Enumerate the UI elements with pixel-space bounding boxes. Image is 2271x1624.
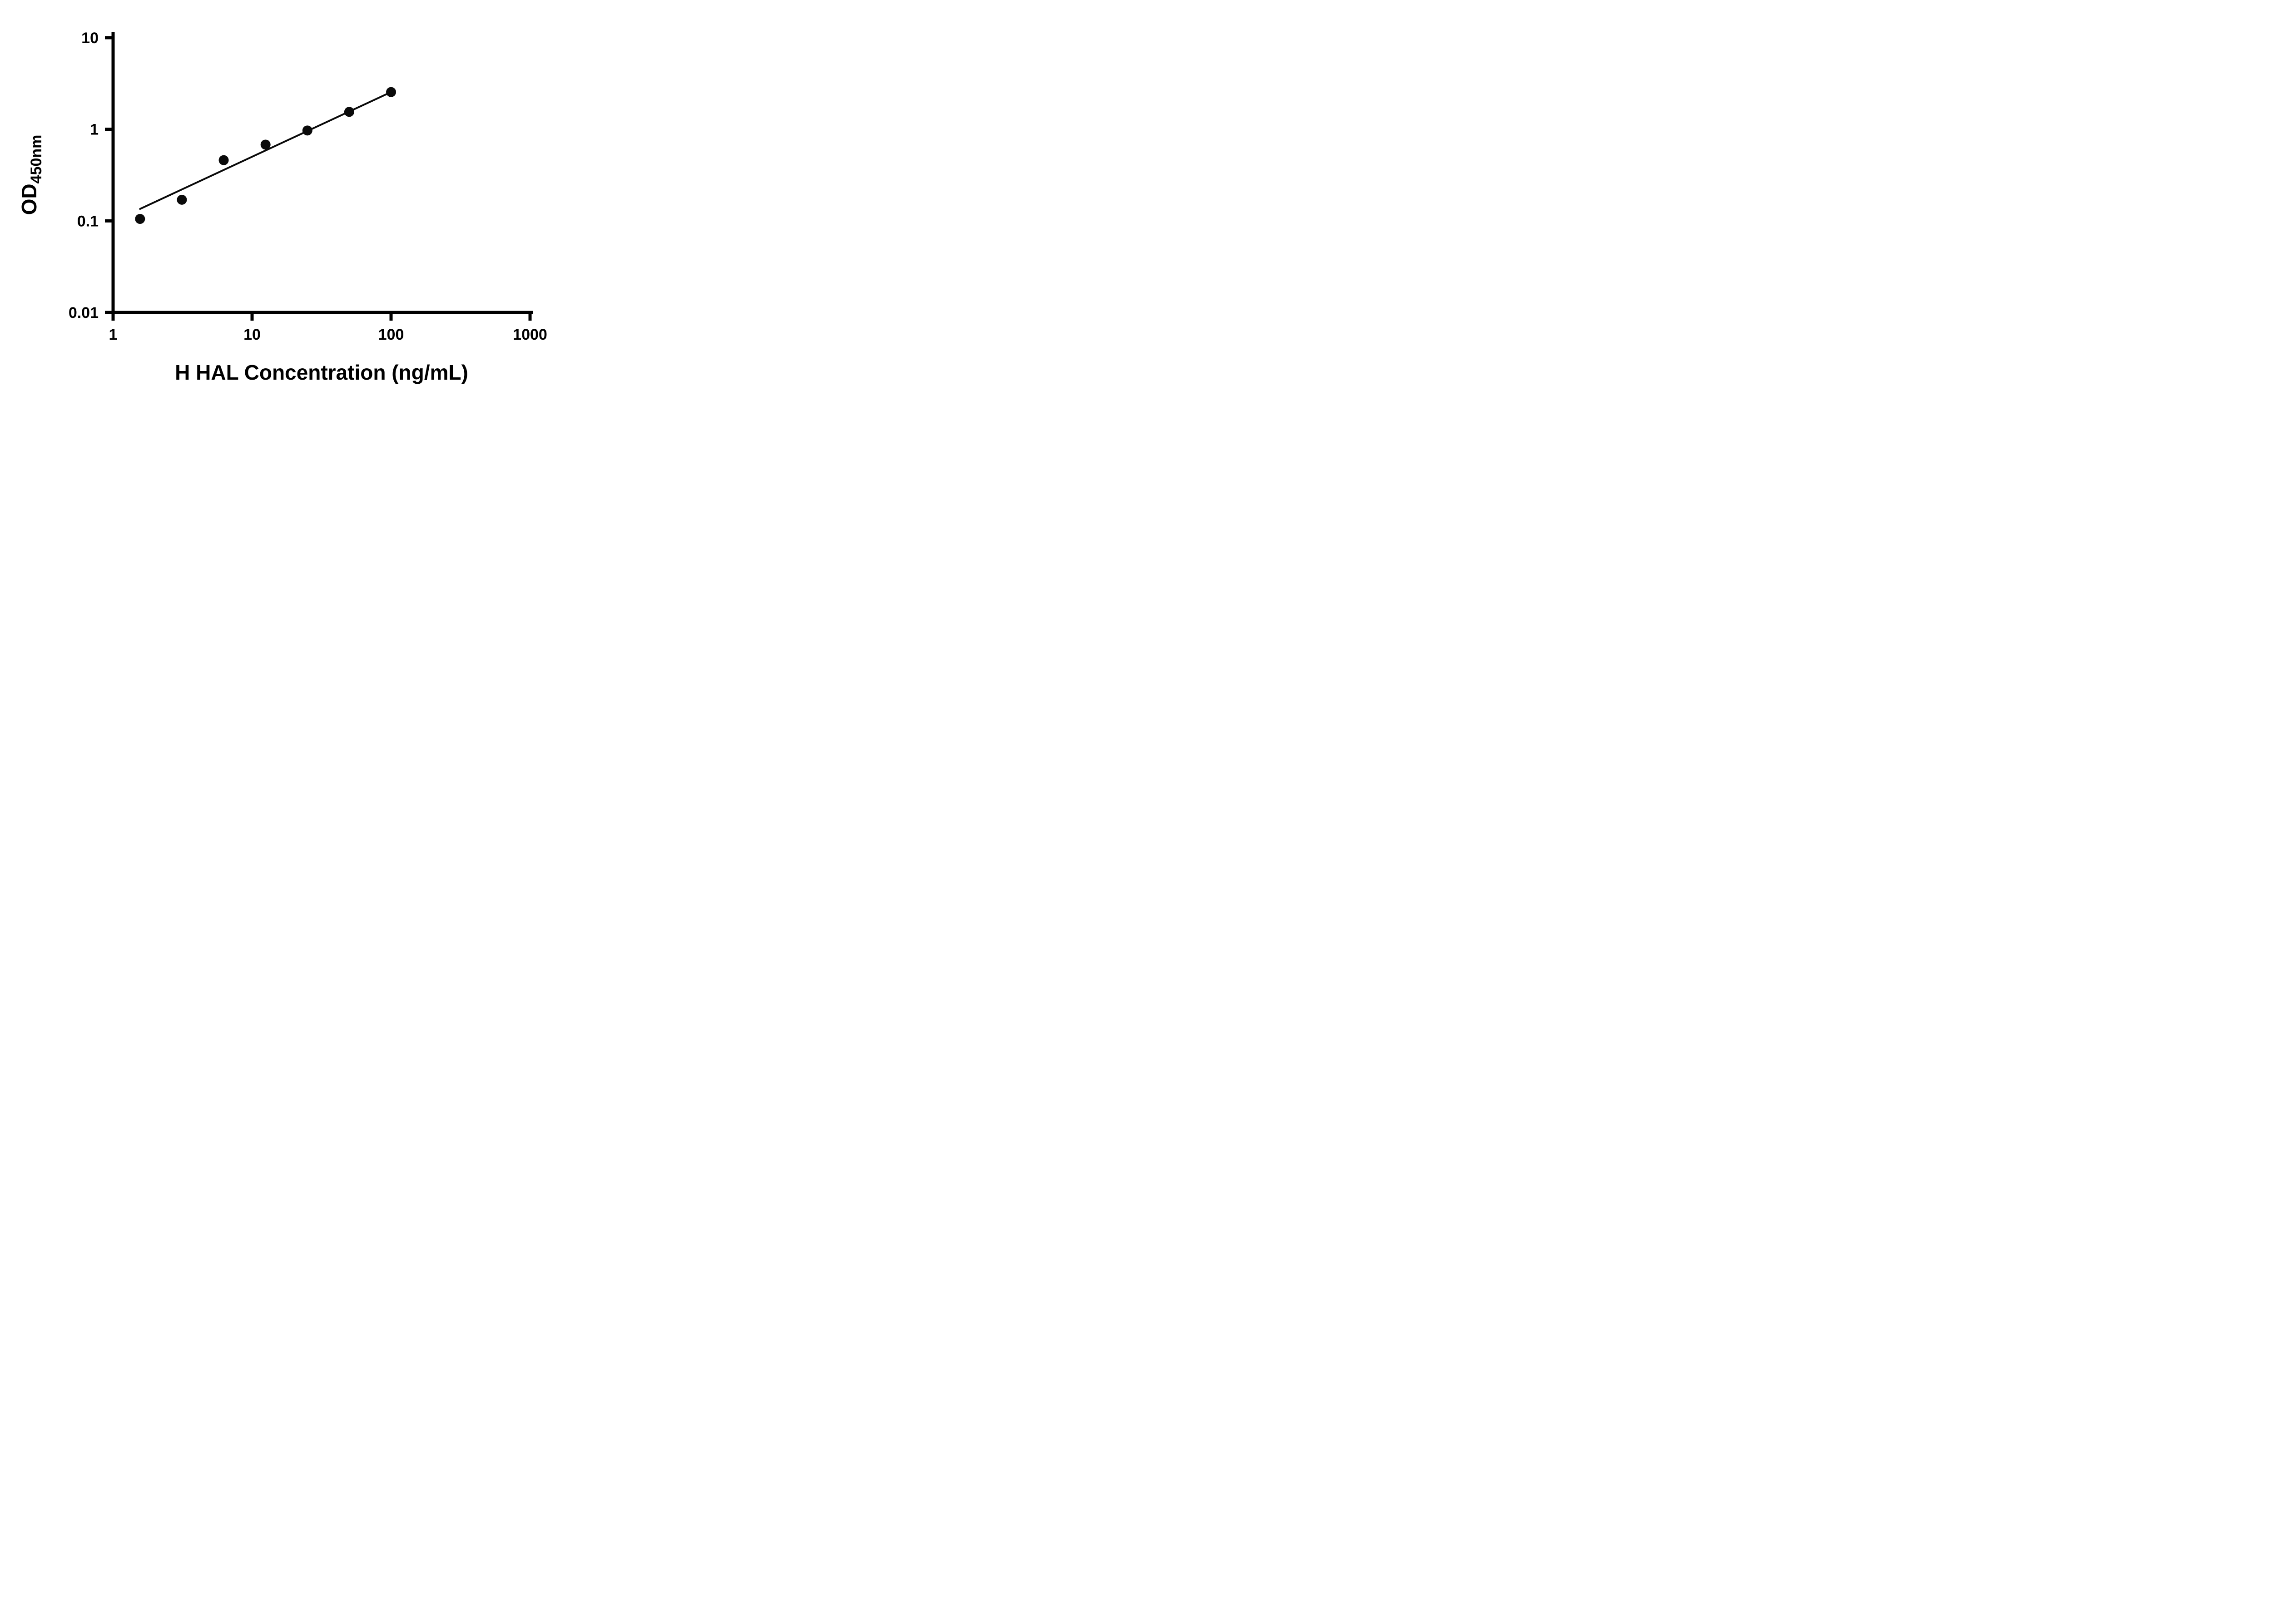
data-point	[260, 139, 271, 150]
x-axis-tick-label: 10	[243, 326, 261, 343]
y-axis-tick-label: 10	[81, 30, 99, 47]
x-axis-tick-label: 100	[378, 326, 404, 343]
y-axis-tick-label: 0.1	[77, 213, 99, 230]
y-axis-tick-label: 1	[90, 121, 99, 139]
data-series	[135, 87, 396, 224]
axes	[111, 32, 533, 314]
y-axis-title-subscript: 450nm	[28, 135, 45, 184]
data-point	[386, 87, 396, 97]
axis-ticks	[105, 36, 532, 321]
x-axis-tick-label: 1000	[513, 326, 547, 343]
y-axis-title: OD450nm	[17, 135, 45, 215]
data-point	[218, 155, 229, 165]
y-axis-title-main: OD	[17, 183, 41, 215]
y-axis-tick-label: 0.01	[69, 304, 99, 322]
elisa-standard-curve-chart: 1 10 100 1000 0.01 0.1 1 10 H HAL Concentration…	[17, 30, 547, 384]
axis-lines	[111, 32, 533, 314]
data-point	[177, 194, 187, 205]
data-point	[344, 107, 354, 117]
axis-tick-labels: 1 10 100 1000 0.01 0.1 1 10	[69, 30, 547, 343]
x-axis-title: H HAL Concentration (ng/mL)	[175, 361, 468, 384]
x-axis-tick-label: 1	[109, 326, 118, 343]
figure-page: 1 10 100 1000 0.01 0.1 1 10 H HAL Concentration…	[0, 0, 587, 406]
data-point	[302, 125, 312, 136]
data-point	[135, 214, 145, 224]
